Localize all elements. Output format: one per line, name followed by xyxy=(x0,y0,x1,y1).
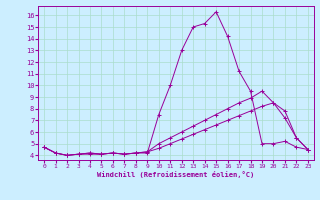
X-axis label: Windchill (Refroidissement éolien,°C): Windchill (Refroidissement éolien,°C) xyxy=(97,171,255,178)
